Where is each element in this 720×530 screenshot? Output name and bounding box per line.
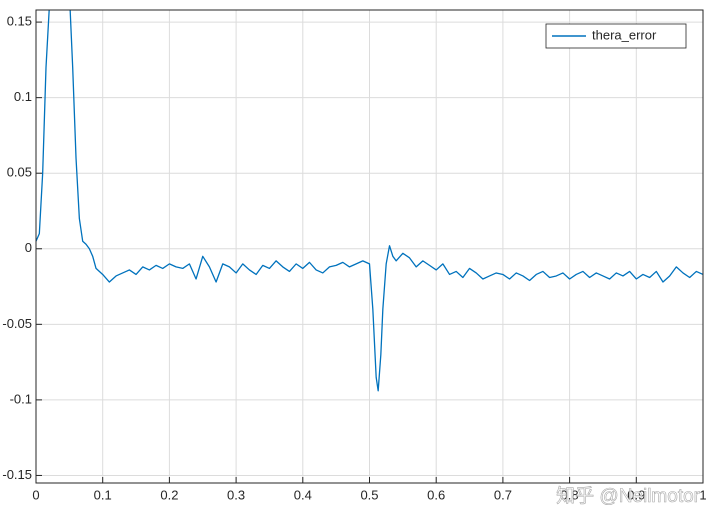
- y-tick-label: 0.1: [14, 89, 32, 104]
- data-line: [36, 10, 703, 392]
- x-tick-label: 0.4: [294, 487, 312, 502]
- x-tick-label: 0: [32, 487, 39, 502]
- y-tick-label: 0.15: [7, 14, 32, 29]
- x-tick-label: 0.3: [227, 487, 245, 502]
- x-tick-label: 0.5: [360, 487, 378, 502]
- y-tick-label: 0.05: [7, 165, 32, 180]
- x-tick-label: 0.7: [494, 487, 512, 502]
- y-tick-label: -0.1: [10, 391, 32, 406]
- x-tick-label: 0.6: [427, 487, 445, 502]
- y-tick-label: -0.15: [2, 467, 32, 482]
- tick-labels: -0.15 -0.1 -0.05 0 0.05 0.1 0.15 0 0.1 0.2 0.3 0.4 0…: [2, 14, 706, 503]
- watermark: 知乎 @Neilmotor: [556, 485, 701, 507]
- axes-box: [35, 9, 704, 484]
- x-tick-label: 0.1: [94, 487, 112, 502]
- x-tick-label: 0.8: [561, 487, 579, 502]
- x-tick-label: 0.9: [627, 487, 645, 502]
- legend-label: thera_error: [592, 27, 657, 42]
- y-tick-label: -0.05: [2, 316, 32, 331]
- y-tick-label: 0: [25, 240, 32, 255]
- lines: [36, 10, 703, 392]
- x-tick-label: 1: [699, 487, 706, 502]
- legend: thera_error: [545, 23, 687, 49]
- x-tick-label: 0.2: [160, 487, 178, 502]
